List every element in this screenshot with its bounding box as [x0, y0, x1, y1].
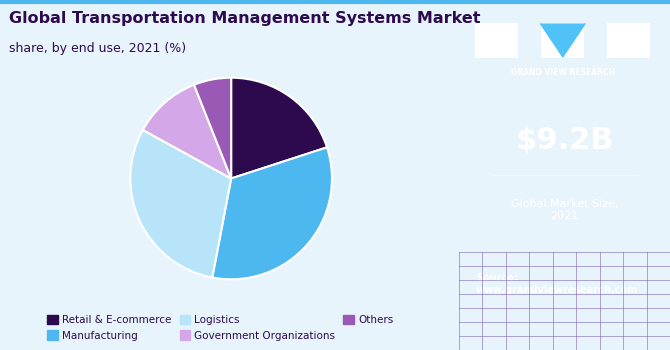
Text: Global Transportation Management Systems Market: Global Transportation Management Systems… [9, 10, 480, 26]
Wedge shape [212, 147, 332, 279]
Legend: Retail & E-commerce, Manufacturing, Logistics, Government Organizations, Others: Retail & E-commerce, Manufacturing, Logi… [43, 311, 397, 345]
Polygon shape [539, 23, 586, 58]
Text: $9.2B: $9.2B [515, 126, 614, 154]
Wedge shape [143, 85, 231, 178]
Text: share, by end use, 2021 (%): share, by end use, 2021 (%) [9, 42, 186, 55]
Text: Global Market Size,
2021: Global Market Size, 2021 [511, 199, 618, 221]
Wedge shape [131, 130, 231, 278]
FancyBboxPatch shape [475, 23, 518, 58]
Wedge shape [231, 78, 327, 178]
Text: Source:
www.grandviewresearch.com: Source: www.grandviewresearch.com [476, 273, 638, 295]
FancyBboxPatch shape [608, 23, 650, 58]
FancyBboxPatch shape [541, 23, 584, 58]
Text: GRAND VIEW RESEARCH: GRAND VIEW RESEARCH [511, 68, 615, 77]
Wedge shape [194, 78, 231, 178]
